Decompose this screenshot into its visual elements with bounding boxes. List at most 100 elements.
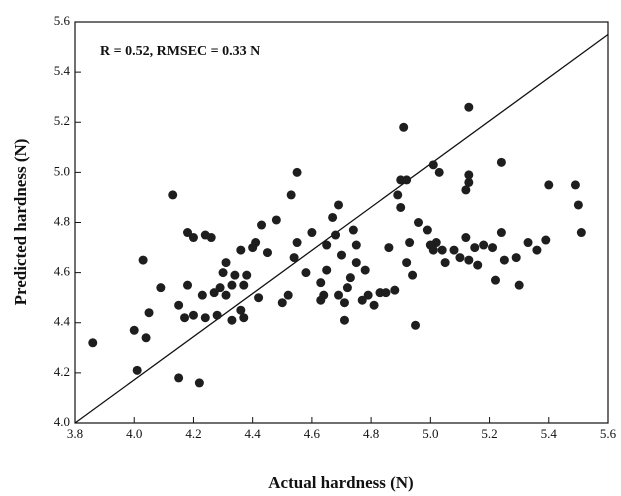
point bbox=[364, 291, 373, 300]
point bbox=[408, 271, 417, 280]
point bbox=[464, 103, 473, 112]
point bbox=[263, 248, 272, 257]
point bbox=[370, 301, 379, 310]
point bbox=[219, 268, 228, 277]
point bbox=[130, 326, 139, 335]
point bbox=[331, 231, 340, 240]
point bbox=[352, 241, 361, 250]
point bbox=[328, 213, 337, 222]
point bbox=[343, 283, 352, 292]
point bbox=[254, 293, 263, 302]
page: R = 0.52, RMSEC = 0.33 N Actual hardness… bbox=[0, 0, 621, 496]
y-tick-label: 5.6 bbox=[54, 13, 71, 28]
point bbox=[399, 123, 408, 132]
point bbox=[515, 281, 524, 290]
point bbox=[361, 266, 370, 275]
point bbox=[290, 253, 299, 262]
point bbox=[390, 286, 399, 295]
y-tick-label: 5.2 bbox=[54, 113, 70, 128]
point bbox=[479, 241, 488, 250]
point bbox=[532, 246, 541, 255]
point bbox=[500, 256, 509, 265]
point bbox=[455, 253, 464, 262]
point bbox=[257, 221, 266, 230]
point bbox=[316, 296, 325, 305]
y-tick-label: 4.2 bbox=[54, 364, 70, 379]
point bbox=[423, 226, 432, 235]
point bbox=[346, 273, 355, 282]
point bbox=[574, 200, 583, 209]
x-tick-label: 5.4 bbox=[541, 426, 558, 441]
point bbox=[284, 291, 293, 300]
plot-frame bbox=[75, 22, 608, 423]
point bbox=[435, 168, 444, 177]
point bbox=[322, 266, 331, 275]
point bbox=[195, 378, 204, 387]
point bbox=[301, 268, 310, 277]
point bbox=[337, 251, 346, 260]
point bbox=[156, 283, 165, 292]
point bbox=[473, 261, 482, 270]
point bbox=[384, 243, 393, 252]
point bbox=[541, 236, 550, 245]
point bbox=[438, 246, 447, 255]
point bbox=[464, 170, 473, 179]
point bbox=[242, 271, 251, 280]
point bbox=[334, 291, 343, 300]
point bbox=[464, 256, 473, 265]
x-tick-label: 4.0 bbox=[126, 426, 142, 441]
point bbox=[441, 258, 450, 267]
point bbox=[393, 190, 402, 199]
point bbox=[230, 271, 239, 280]
point bbox=[198, 291, 207, 300]
point bbox=[227, 316, 236, 325]
point bbox=[251, 238, 260, 247]
point bbox=[402, 258, 411, 267]
annotation: R = 0.52, RMSEC = 0.33 N bbox=[100, 44, 260, 59]
point bbox=[278, 298, 287, 307]
point bbox=[470, 243, 479, 252]
point bbox=[396, 203, 405, 212]
x-tick-label: 5.2 bbox=[481, 426, 497, 441]
point bbox=[139, 256, 148, 265]
y-tick-label: 4.6 bbox=[54, 264, 71, 279]
x-tick-label: 4.8 bbox=[363, 426, 379, 441]
x-tick-label: 4.2 bbox=[185, 426, 201, 441]
y-tick-label: 5.4 bbox=[54, 63, 71, 78]
point bbox=[334, 200, 343, 209]
chart: R = 0.52, RMSEC = 0.33 N Actual hardness… bbox=[0, 0, 621, 496]
point bbox=[174, 373, 183, 382]
x-axis-label: Actual hardness (N) bbox=[268, 473, 413, 492]
point bbox=[168, 190, 177, 199]
point bbox=[577, 228, 586, 237]
y-tick-label: 5.0 bbox=[54, 163, 70, 178]
point bbox=[213, 311, 222, 320]
point bbox=[180, 313, 189, 322]
point bbox=[349, 226, 358, 235]
point bbox=[293, 238, 302, 247]
point bbox=[322, 241, 331, 250]
point bbox=[207, 233, 216, 242]
point bbox=[239, 313, 248, 322]
point bbox=[227, 281, 236, 290]
point bbox=[405, 238, 414, 247]
point bbox=[352, 258, 361, 267]
point bbox=[544, 180, 553, 189]
point bbox=[497, 228, 506, 237]
point bbox=[381, 288, 390, 297]
point bbox=[145, 308, 154, 317]
point bbox=[183, 281, 192, 290]
y-tick-label: 4.4 bbox=[54, 314, 71, 329]
point bbox=[88, 338, 97, 347]
x-tick-label: 5.0 bbox=[422, 426, 438, 441]
point bbox=[432, 238, 441, 247]
point bbox=[340, 298, 349, 307]
point bbox=[571, 180, 580, 189]
x-tick-label: 5.6 bbox=[600, 426, 617, 441]
point bbox=[402, 175, 411, 184]
point bbox=[316, 278, 325, 287]
point bbox=[222, 258, 231, 267]
fit-line bbox=[75, 35, 608, 423]
point bbox=[512, 253, 521, 262]
point bbox=[236, 246, 245, 255]
